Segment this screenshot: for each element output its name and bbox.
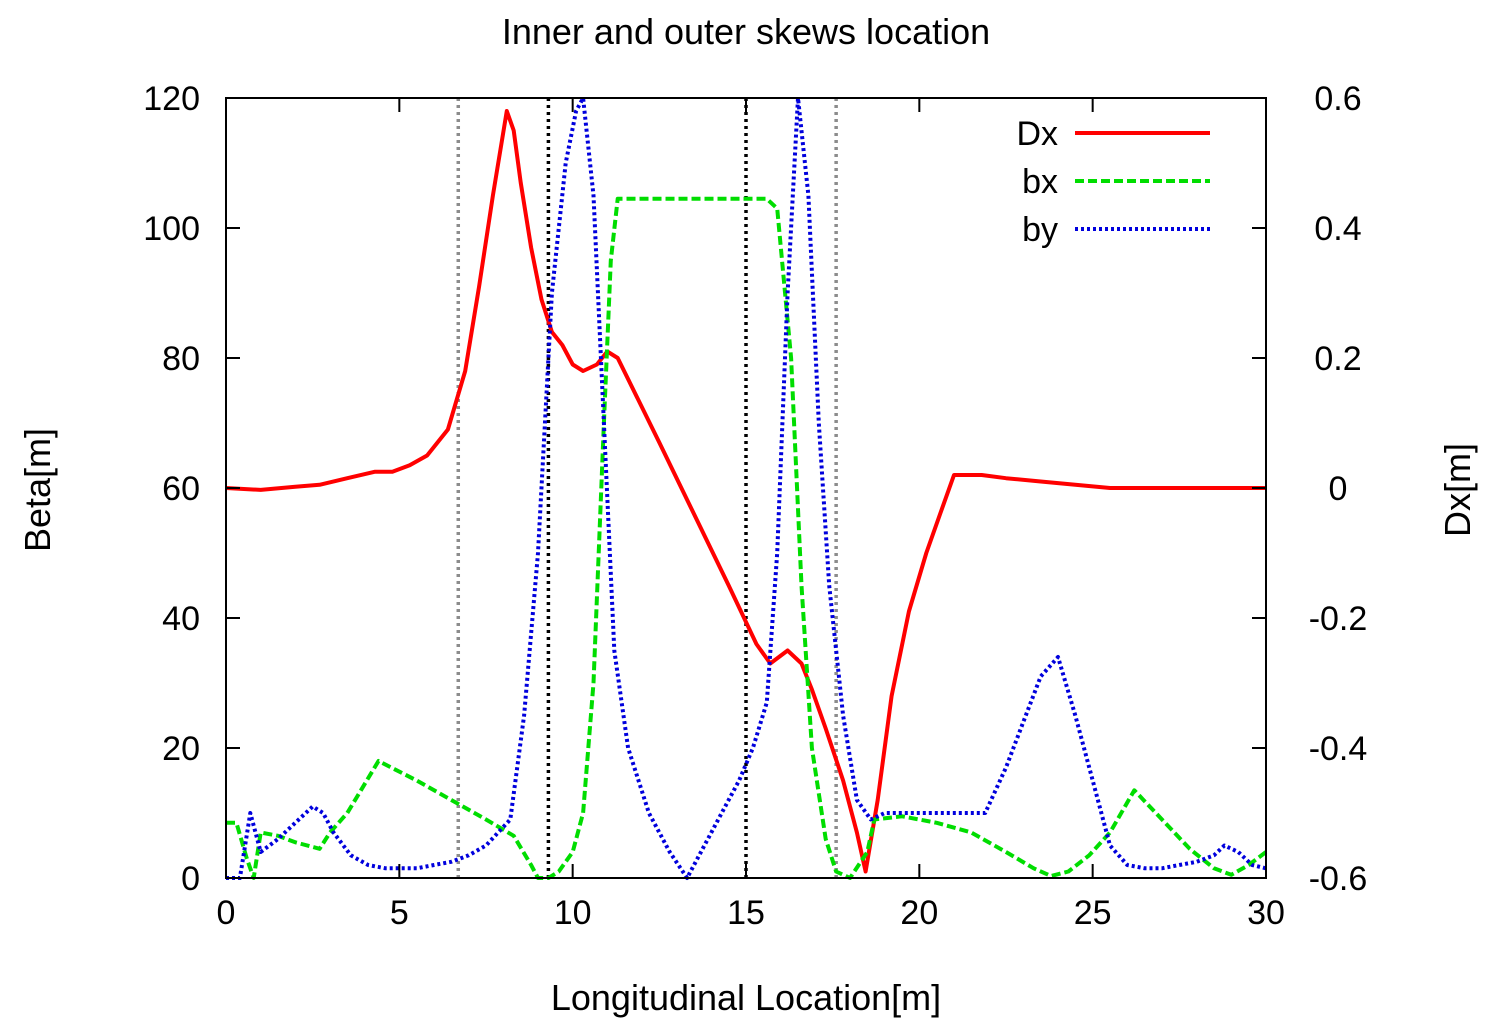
y-axis-ticks: 0 20 40 60 80 100 120 (143, 80, 240, 898)
y-tick-label: 20 (162, 730, 200, 768)
legend-label-Dx: Dx (1016, 115, 1058, 153)
x-axis-ticks: 0 5 10 15 20 25 30 (217, 98, 1285, 932)
y-tick-label: 80 (162, 340, 200, 378)
y-tick-label: 120 (143, 80, 200, 118)
y-axis-label: Beta[m] (17, 428, 58, 552)
chart-title: Inner and outer skews location (502, 11, 990, 52)
series-bx-line (226, 196, 1268, 880)
legend-label-bx: bx (1022, 163, 1058, 201)
y-tick-label: 40 (162, 600, 200, 638)
y2-tick-label: 0.2 (1314, 340, 1361, 378)
y2-tick-label: -0.6 (1309, 860, 1368, 898)
x-tick-label: 5 (390, 894, 409, 932)
x-tick-label: 20 (900, 894, 938, 932)
x-axis-label: Longitudinal Location[m] (551, 977, 941, 1018)
y2-tick-label: -0.2 (1309, 600, 1368, 638)
y-tick-label: 100 (143, 210, 200, 248)
x-tick-label: 10 (554, 894, 592, 932)
x-tick-label: 0 (217, 894, 236, 932)
y2-tick-label: -0.4 (1309, 730, 1368, 768)
y2-tick-label: 0.4 (1314, 210, 1361, 248)
series-lines (225, 96, 1268, 880)
x-tick-label: 25 (1074, 894, 1112, 932)
legend-label-by: by (1022, 211, 1058, 249)
y-tick-label: 60 (162, 470, 200, 508)
series-Dx-line (225, 109, 1266, 874)
x-tick-label: 15 (727, 894, 765, 932)
y2-axis-ticks: -0.6 -0.4 -0.2 0 0.2 0.4 0.6 (1252, 80, 1367, 898)
y2-axis-label: Dx[m] (1437, 443, 1478, 537)
y2-tick-label: 0.6 (1314, 80, 1361, 118)
legend: Dx bx by (1016, 115, 1210, 249)
y2-tick-label: 0 (1329, 470, 1348, 508)
y-tick-label: 0 (181, 860, 200, 898)
x-tick-label: 30 (1247, 894, 1285, 932)
